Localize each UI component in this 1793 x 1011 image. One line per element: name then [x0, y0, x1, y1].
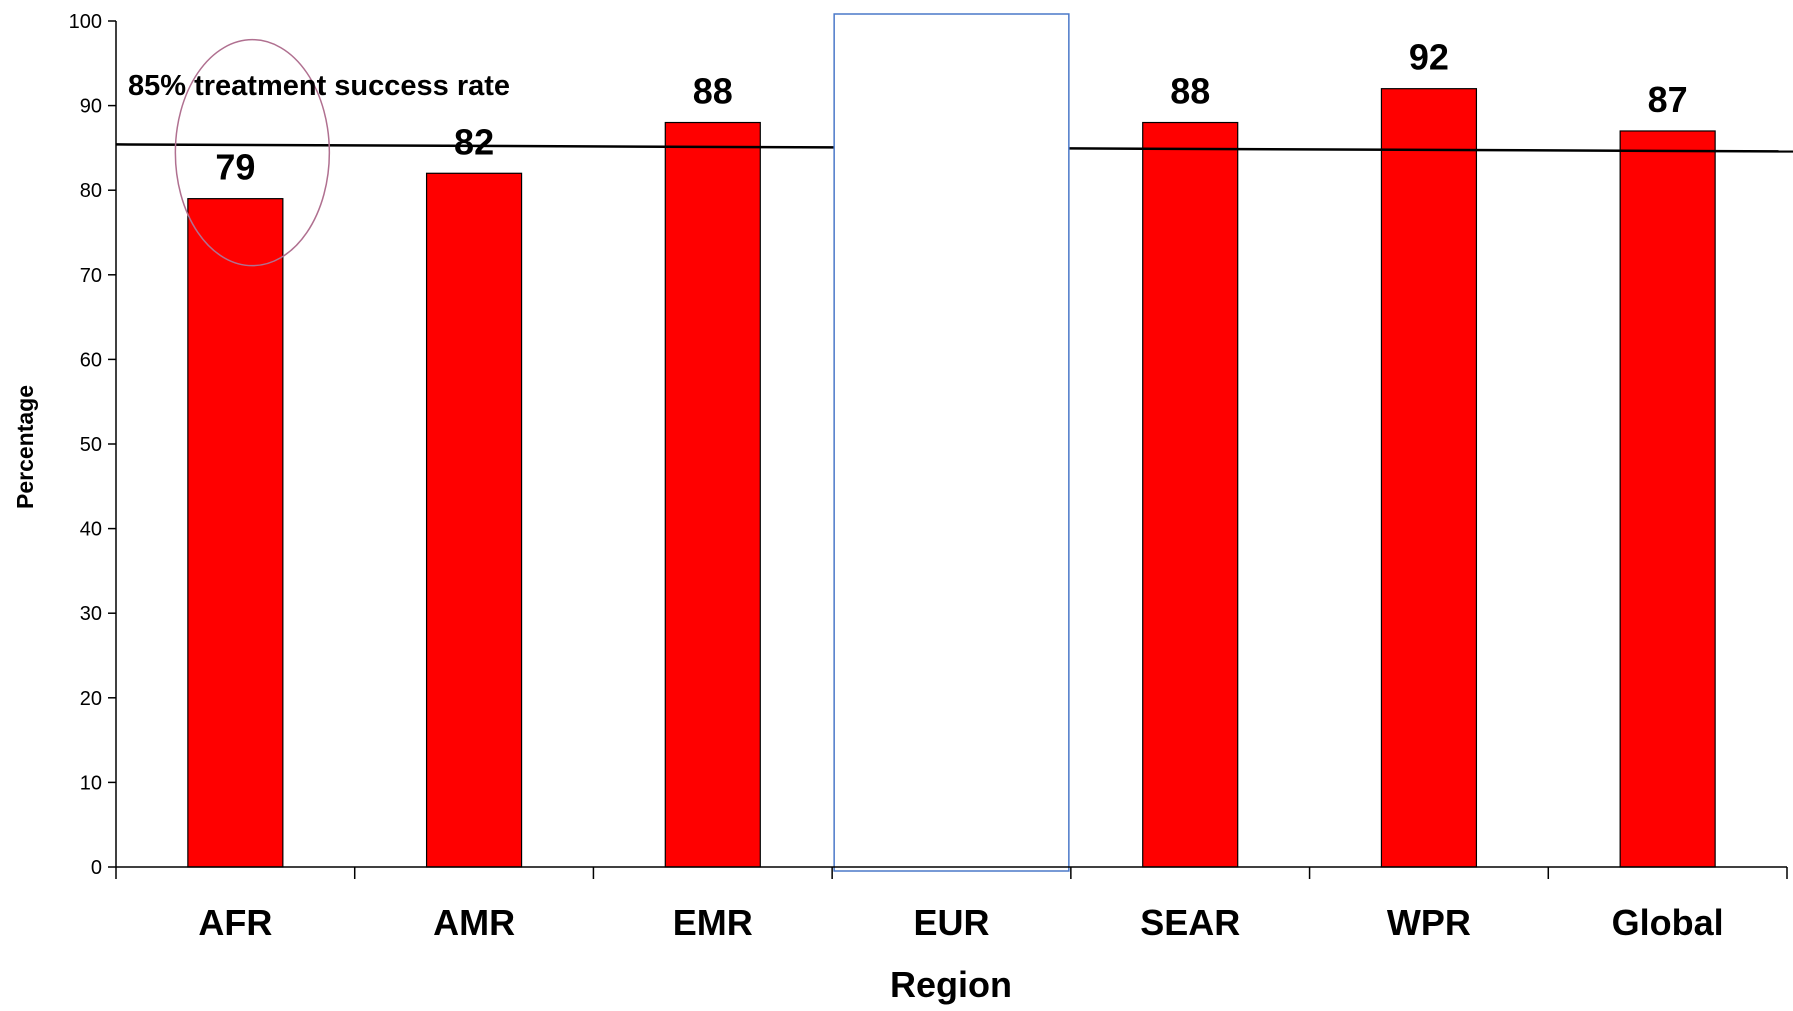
afr-highlight-ellipse	[174, 38, 331, 267]
value-labels: 79 82 88 88 92 87	[215, 37, 1687, 188]
value-label-global: 87	[1648, 79, 1688, 120]
category-label-eur: EUR	[913, 902, 989, 943]
category-label-global: Global	[1612, 902, 1724, 943]
reference-line-label: 85% treatment success rate	[128, 70, 510, 102]
bar-wpr	[1380, 88, 1478, 868]
value-label-amr: 82	[454, 121, 494, 162]
y-axis-ticks: 0 10 20 30 40 50 60 70 80 90 100	[69, 11, 116, 879]
category-label-emr: EMR	[673, 902, 753, 943]
bar-sear	[1142, 121, 1239, 868]
x-axis-title: Region	[890, 964, 1012, 1005]
eur-blank-box	[833, 13, 1070, 872]
category-label-amr: AMR	[433, 902, 515, 943]
y-axis-title: Percentage	[12, 385, 38, 509]
bar-amr	[425, 172, 523, 868]
value-label-afr: 79	[215, 147, 255, 188]
y-tick-label: 50	[80, 434, 102, 456]
y-tick-label: 90	[80, 96, 102, 118]
y-tick-label: 30	[80, 603, 102, 625]
y-tick-label: 20	[80, 688, 102, 710]
reference-line-left	[115, 143, 835, 149]
bars-group	[187, 88, 1716, 868]
y-tick-label: 80	[80, 180, 102, 202]
category-labels: AFR AMR EMR EUR SEAR WPR Global	[198, 902, 1723, 943]
y-tick-label: 0	[91, 857, 102, 879]
y-tick-label: 40	[80, 519, 102, 541]
y-tick-label: 60	[80, 349, 102, 371]
bar-emr	[664, 121, 761, 868]
bar-global	[1619, 130, 1716, 868]
value-label-emr: 88	[693, 71, 733, 112]
category-label-sear: SEAR	[1140, 902, 1240, 943]
reference-line-right	[1068, 147, 1793, 153]
bar-afr	[187, 198, 284, 868]
y-tick-label: 100	[69, 11, 102, 33]
y-tick-label: 70	[80, 265, 102, 287]
value-label-sear: 88	[1170, 71, 1210, 112]
category-label-wpr: WPR	[1387, 902, 1471, 943]
category-label-afr: AFR	[198, 902, 272, 943]
x-axis-ticks	[115, 867, 1788, 879]
value-label-wpr: 92	[1409, 37, 1449, 78]
y-tick-label: 10	[80, 772, 102, 794]
